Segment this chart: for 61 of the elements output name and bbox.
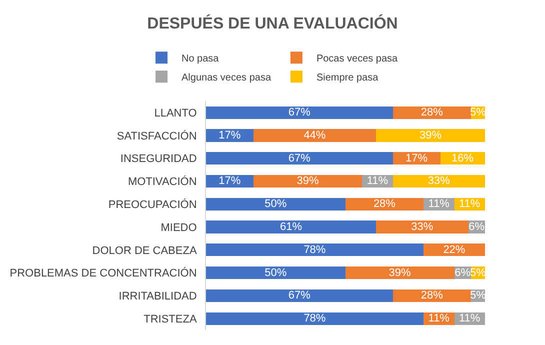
data-label: 6% xyxy=(454,266,471,279)
data-label: 28% xyxy=(373,198,396,210)
bar xyxy=(206,220,376,234)
data-label: 11% xyxy=(366,175,388,188)
bar xyxy=(206,312,424,325)
y-tick-label: MIEDO xyxy=(160,222,198,234)
bar xyxy=(376,129,485,142)
data-label: 39% xyxy=(419,129,442,142)
legend-label: No pasa xyxy=(182,54,220,65)
data-label: 17% xyxy=(218,175,241,188)
y-tick-label: LLANTO xyxy=(154,107,198,120)
bar xyxy=(206,266,346,280)
y-tick-label: DOLOR DE CABEZA xyxy=(92,244,198,257)
y-tick-label: PROBLEMAS DE CONCENTRACIÓN xyxy=(10,266,197,280)
bar xyxy=(346,198,424,210)
data-label: 11% xyxy=(428,312,450,325)
data-label: 28% xyxy=(420,106,444,119)
data-label: 67% xyxy=(288,290,311,302)
bar xyxy=(206,106,393,119)
data-label: 78% xyxy=(304,312,326,325)
bar xyxy=(206,244,424,256)
legend-label: Siempre pasa xyxy=(316,72,379,84)
data-label: 11% xyxy=(458,312,480,325)
data-label: 33% xyxy=(428,175,450,188)
data-label: 5% xyxy=(470,106,486,119)
legend-label: Algunas veces pasa xyxy=(182,72,272,84)
data-label: 33% xyxy=(411,221,434,234)
data-label: 67% xyxy=(288,106,311,119)
bar xyxy=(206,198,346,210)
chart-title: DESPUÉS DE UNA EVALUACIÓN xyxy=(147,13,398,32)
data-label: 17% xyxy=(218,129,241,142)
bar xyxy=(346,266,454,280)
bar xyxy=(376,220,468,234)
legend-label: Pocas veces pasa xyxy=(316,54,398,65)
data-label: 67% xyxy=(288,152,311,164)
y-tick-label: SATISFACCIÓN xyxy=(116,129,197,142)
y-tick-label: MOTIVACIÓN xyxy=(128,175,197,188)
bar xyxy=(392,174,485,188)
y-tick-label: IRRITABILIDAD xyxy=(118,290,197,303)
data-label: 39% xyxy=(296,175,319,188)
data-label: 11% xyxy=(458,198,480,210)
y-tick-label: TRISTEZA xyxy=(144,313,198,326)
data-label: 11% xyxy=(428,198,450,210)
bar xyxy=(253,174,362,188)
bar xyxy=(206,152,393,165)
bar xyxy=(206,289,393,302)
data-label: 28% xyxy=(420,290,444,302)
data-label: 39% xyxy=(388,266,412,279)
bar xyxy=(206,129,254,142)
data-label: 16% xyxy=(452,152,474,164)
data-label: 6% xyxy=(468,221,485,234)
data-label: 50% xyxy=(264,266,287,279)
data-label: 50% xyxy=(264,198,287,210)
data-label: 44% xyxy=(304,129,326,142)
bar xyxy=(253,129,376,142)
data-label: 17% xyxy=(406,152,428,164)
data-label: 78% xyxy=(304,244,326,256)
y-tick-label: PREOCUPACIÓN xyxy=(108,198,197,211)
data-label: 61% xyxy=(280,221,302,234)
data-label: 22% xyxy=(443,244,466,256)
y-tick-label: INSEGURIDAD xyxy=(120,153,197,166)
